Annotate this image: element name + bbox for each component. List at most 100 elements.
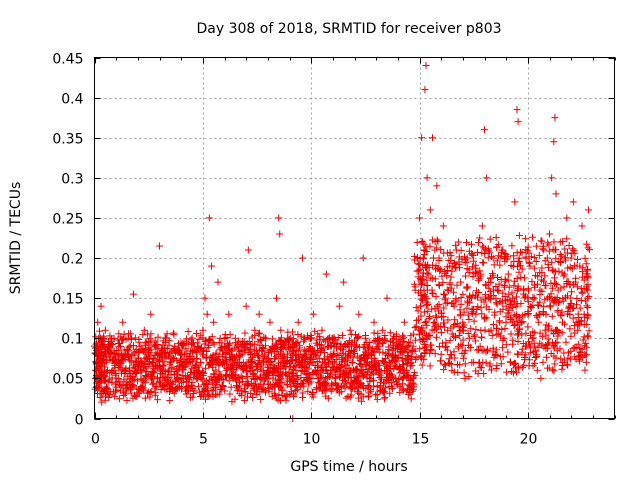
data-point (170, 330, 178, 338)
data-point (147, 310, 155, 318)
data-point (107, 340, 115, 348)
data-point (103, 389, 111, 397)
data-point (318, 326, 326, 334)
data-point (244, 246, 252, 254)
data-point (173, 357, 181, 365)
data-point (94, 318, 102, 326)
data-point (157, 352, 165, 360)
data-point (299, 254, 306, 262)
data-point (130, 290, 137, 298)
data-point (160, 358, 168, 366)
data-point (113, 346, 121, 354)
data-point (294, 318, 302, 326)
data-point (96, 394, 104, 402)
data-point (139, 331, 147, 339)
data-point (203, 310, 211, 318)
data-point (248, 393, 256, 401)
data-point (147, 346, 155, 354)
data-point (152, 361, 160, 369)
data-point (127, 330, 135, 338)
data-point (168, 364, 176, 372)
data-point (147, 339, 155, 347)
data-point (150, 354, 158, 362)
data-point (140, 326, 148, 334)
data-point (103, 385, 111, 393)
data-point (165, 341, 173, 349)
data-point (309, 389, 317, 397)
data-point (149, 380, 157, 388)
data-point (322, 270, 330, 278)
data-point (135, 338, 143, 346)
data-point (273, 294, 280, 302)
data-point (145, 360, 153, 368)
data-point (96, 327, 104, 335)
data-point (226, 390, 234, 398)
data-point (277, 326, 285, 334)
data-point (152, 382, 160, 390)
data-point (92, 340, 100, 348)
data-point (151, 367, 159, 375)
data-point (282, 396, 290, 404)
data-point (110, 334, 118, 342)
data-point (98, 398, 106, 406)
data-point (210, 340, 218, 348)
data-point (275, 214, 283, 222)
data-point (127, 356, 135, 364)
data-point (111, 380, 119, 388)
data-point (102, 392, 110, 400)
data-point (210, 318, 218, 326)
data-point (166, 397, 174, 405)
data-point (170, 355, 178, 363)
data-point (114, 374, 122, 382)
data-point (102, 358, 110, 366)
data-point (342, 394, 350, 402)
data-point (304, 387, 312, 395)
data-point (147, 387, 155, 395)
data-point (137, 368, 145, 376)
data-point (225, 310, 233, 318)
data-point (168, 378, 176, 386)
data-point (125, 347, 133, 355)
data-point (188, 334, 196, 342)
data-point (208, 262, 215, 270)
data-point (309, 310, 317, 318)
data-point (95, 384, 103, 392)
data-point (141, 362, 149, 370)
data-point (112, 355, 120, 363)
data-point (335, 302, 343, 310)
data-point (184, 328, 192, 336)
data-point (156, 242, 163, 250)
data-point (214, 278, 222, 286)
data-point (142, 364, 150, 372)
data-point (135, 389, 143, 397)
data-point (141, 378, 149, 386)
data-point (138, 358, 146, 366)
data-point (205, 214, 213, 222)
data-point (115, 395, 123, 403)
data-point (146, 335, 154, 343)
data-point (247, 389, 255, 397)
data-point (276, 230, 284, 238)
data-point (140, 377, 148, 385)
data-point (139, 386, 147, 394)
data-point (255, 330, 263, 338)
data-point (120, 330, 128, 338)
data-point (163, 330, 171, 338)
data-point (121, 390, 129, 398)
data-point (101, 326, 109, 334)
data-point (146, 389, 154, 397)
data-point (157, 369, 165, 377)
data-point (255, 310, 263, 318)
data-point (103, 383, 111, 391)
data-point (123, 396, 131, 404)
data-point (159, 361, 167, 369)
data-point (137, 375, 145, 383)
data-point (154, 333, 162, 341)
data-point (126, 364, 134, 372)
data-point (241, 329, 249, 337)
data-point (155, 378, 163, 386)
data-point (163, 345, 171, 353)
data-point (99, 334, 107, 342)
data-point (97, 302, 105, 310)
